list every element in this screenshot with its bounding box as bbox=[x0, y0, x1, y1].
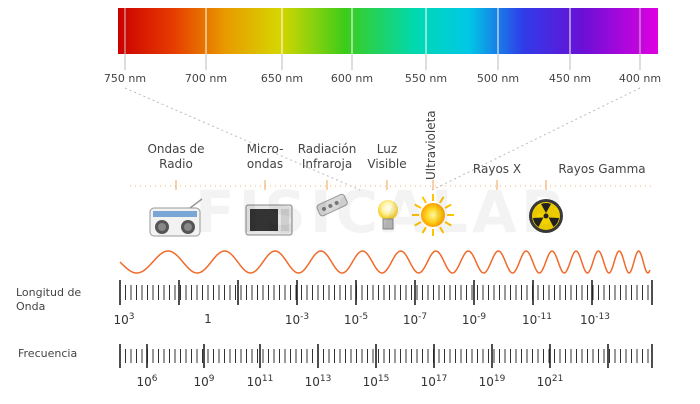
wavelength-ruler bbox=[119, 280, 653, 305]
nm-label: 450 nm bbox=[548, 72, 592, 85]
watermark: FISICALAB bbox=[195, 178, 569, 246]
exponent-label: 1011 bbox=[246, 374, 274, 389]
nm-label: 550 nm bbox=[404, 72, 448, 85]
zoom-guide-left bbox=[124, 87, 361, 191]
nm-label: 400 nm bbox=[618, 72, 662, 85]
sun-ray bbox=[444, 221, 452, 227]
sun-ray bbox=[421, 226, 427, 234]
visible-spectrum-bar bbox=[118, 8, 658, 54]
sun-ray bbox=[444, 203, 452, 209]
band-label-infrared: Radiación Infraroja bbox=[297, 142, 357, 171]
band-label-radio: Ondas de Radio bbox=[147, 142, 205, 171]
sun-ray bbox=[439, 226, 445, 234]
exponent-label: 106 bbox=[136, 374, 158, 389]
frequency-ruler bbox=[119, 344, 653, 368]
frequency-row-label: Frecuencia bbox=[18, 347, 78, 360]
wavelength-row-label: Longitud de Onda bbox=[16, 286, 82, 313]
nm-label: 650 nm bbox=[260, 72, 304, 85]
sun-ray bbox=[439, 196, 445, 204]
nm-label: 700 nm bbox=[184, 72, 228, 85]
exponent-label: 10-5 bbox=[343, 312, 369, 327]
band-label-visible: Luz Visible bbox=[367, 142, 407, 171]
nm-label: 750 nm bbox=[103, 72, 147, 85]
sun-ray bbox=[421, 196, 427, 204]
exponent-label: 10-7 bbox=[402, 312, 428, 327]
exponent-label: 1013 bbox=[304, 374, 332, 389]
nm-label: 500 nm bbox=[476, 72, 520, 85]
exponent-label: 10-11 bbox=[522, 312, 552, 327]
radio-icon bbox=[149, 198, 203, 237]
microwave-icon bbox=[245, 204, 293, 236]
remote-control-icon bbox=[316, 193, 348, 217]
band-label-xray: Rayos X bbox=[472, 162, 522, 176]
electromagnetic-wave bbox=[119, 250, 651, 274]
sun-ray bbox=[414, 203, 422, 209]
radiation-icon bbox=[529, 199, 563, 233]
sun-ray bbox=[414, 221, 422, 227]
nm-label: 600 nm bbox=[330, 72, 374, 85]
exponent-label: 10-3 bbox=[284, 312, 310, 327]
band-label-gamma: Rayos Gamma bbox=[558, 162, 646, 176]
zoom-guide-right bbox=[431, 87, 641, 191]
exponent-label: 103 bbox=[113, 312, 135, 327]
light-bulb-icon bbox=[378, 200, 398, 230]
exponent-label: 1017 bbox=[420, 374, 448, 389]
exponent-label: 1015 bbox=[362, 374, 390, 389]
exponent-label: 1019 bbox=[478, 374, 506, 389]
exponent-label: 10-9 bbox=[461, 312, 487, 327]
exponent-label: 10-13 bbox=[580, 312, 610, 327]
sun-icon bbox=[412, 194, 454, 236]
exponent-label: 1 bbox=[204, 312, 212, 326]
exponent-label: 1021 bbox=[536, 374, 564, 389]
exponent-label: 109 bbox=[193, 374, 215, 389]
band-label-ultraviolet: Ultravioleta bbox=[424, 110, 438, 180]
band-label-microwave: Micro-ondas bbox=[246, 142, 284, 171]
